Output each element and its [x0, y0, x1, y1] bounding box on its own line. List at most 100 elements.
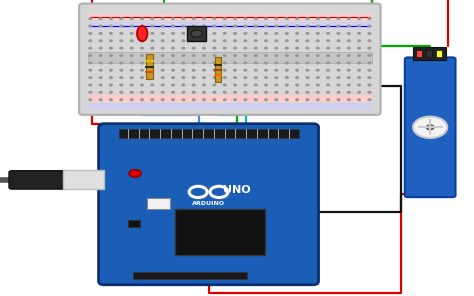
- Circle shape: [347, 47, 350, 49]
- Circle shape: [296, 99, 299, 101]
- Circle shape: [223, 91, 226, 93]
- Circle shape: [161, 91, 164, 93]
- Circle shape: [151, 40, 154, 42]
- Circle shape: [89, 55, 91, 56]
- Circle shape: [141, 18, 143, 20]
- Circle shape: [368, 55, 371, 56]
- Circle shape: [296, 55, 299, 56]
- Circle shape: [120, 77, 123, 78]
- Circle shape: [203, 99, 205, 101]
- Circle shape: [285, 99, 288, 101]
- Circle shape: [161, 25, 164, 27]
- Circle shape: [109, 84, 112, 86]
- Circle shape: [306, 99, 309, 101]
- Circle shape: [151, 18, 154, 20]
- Circle shape: [265, 77, 267, 78]
- Circle shape: [130, 77, 133, 78]
- Circle shape: [120, 18, 123, 20]
- Circle shape: [172, 33, 174, 34]
- Circle shape: [255, 47, 257, 49]
- Circle shape: [223, 47, 226, 49]
- Circle shape: [285, 18, 288, 20]
- Circle shape: [285, 77, 288, 78]
- Circle shape: [296, 91, 299, 93]
- Bar: [88, 22, 372, 29]
- Circle shape: [213, 77, 216, 78]
- Circle shape: [368, 77, 371, 78]
- Circle shape: [275, 47, 278, 49]
- Bar: [416, 50, 422, 57]
- Circle shape: [151, 33, 154, 34]
- Circle shape: [151, 62, 154, 64]
- Circle shape: [89, 18, 91, 20]
- Circle shape: [234, 47, 237, 49]
- Circle shape: [141, 99, 143, 101]
- Circle shape: [244, 84, 247, 86]
- Circle shape: [161, 18, 164, 20]
- Circle shape: [234, 99, 237, 101]
- Circle shape: [296, 18, 299, 20]
- Circle shape: [213, 91, 216, 93]
- Circle shape: [130, 62, 133, 64]
- Circle shape: [275, 18, 278, 20]
- Circle shape: [182, 91, 185, 93]
- Bar: [88, 14, 372, 20]
- Circle shape: [358, 40, 360, 42]
- Circle shape: [255, 25, 257, 27]
- Circle shape: [368, 99, 371, 101]
- Circle shape: [182, 77, 185, 78]
- Circle shape: [317, 33, 319, 34]
- Circle shape: [275, 77, 278, 78]
- Circle shape: [130, 40, 133, 42]
- Circle shape: [89, 62, 91, 64]
- Circle shape: [368, 70, 371, 71]
- Circle shape: [265, 62, 267, 64]
- Circle shape: [130, 84, 133, 86]
- Circle shape: [317, 77, 319, 78]
- Circle shape: [337, 33, 340, 34]
- Circle shape: [100, 77, 102, 78]
- Circle shape: [255, 18, 257, 20]
- Circle shape: [223, 25, 226, 27]
- Circle shape: [161, 99, 164, 101]
- Circle shape: [306, 62, 309, 64]
- Circle shape: [100, 25, 102, 27]
- Circle shape: [368, 18, 371, 20]
- Circle shape: [141, 91, 143, 93]
- Circle shape: [172, 47, 174, 49]
- Circle shape: [130, 99, 133, 101]
- Circle shape: [192, 55, 195, 56]
- Circle shape: [255, 40, 257, 42]
- Circle shape: [223, 84, 226, 86]
- Circle shape: [141, 70, 143, 71]
- Circle shape: [296, 70, 299, 71]
- Circle shape: [347, 91, 350, 93]
- Circle shape: [244, 40, 247, 42]
- Circle shape: [296, 40, 299, 42]
- Circle shape: [347, 62, 350, 64]
- Circle shape: [358, 62, 360, 64]
- Circle shape: [203, 84, 205, 86]
- Circle shape: [255, 91, 257, 93]
- Circle shape: [213, 55, 216, 56]
- Circle shape: [120, 99, 123, 101]
- Circle shape: [109, 25, 112, 27]
- Circle shape: [255, 77, 257, 78]
- Circle shape: [89, 99, 91, 101]
- Circle shape: [317, 70, 319, 71]
- Ellipse shape: [137, 26, 147, 41]
- Circle shape: [100, 47, 102, 49]
- Circle shape: [203, 47, 205, 49]
- Circle shape: [337, 84, 340, 86]
- Text: ARDUINO: ARDUINO: [192, 201, 225, 206]
- Circle shape: [182, 47, 185, 49]
- Circle shape: [275, 91, 278, 93]
- Circle shape: [203, 70, 205, 71]
- Circle shape: [141, 47, 143, 49]
- Circle shape: [203, 55, 205, 56]
- Circle shape: [182, 70, 185, 71]
- Circle shape: [192, 91, 195, 93]
- Circle shape: [296, 84, 299, 86]
- Circle shape: [161, 77, 164, 78]
- Circle shape: [161, 84, 164, 86]
